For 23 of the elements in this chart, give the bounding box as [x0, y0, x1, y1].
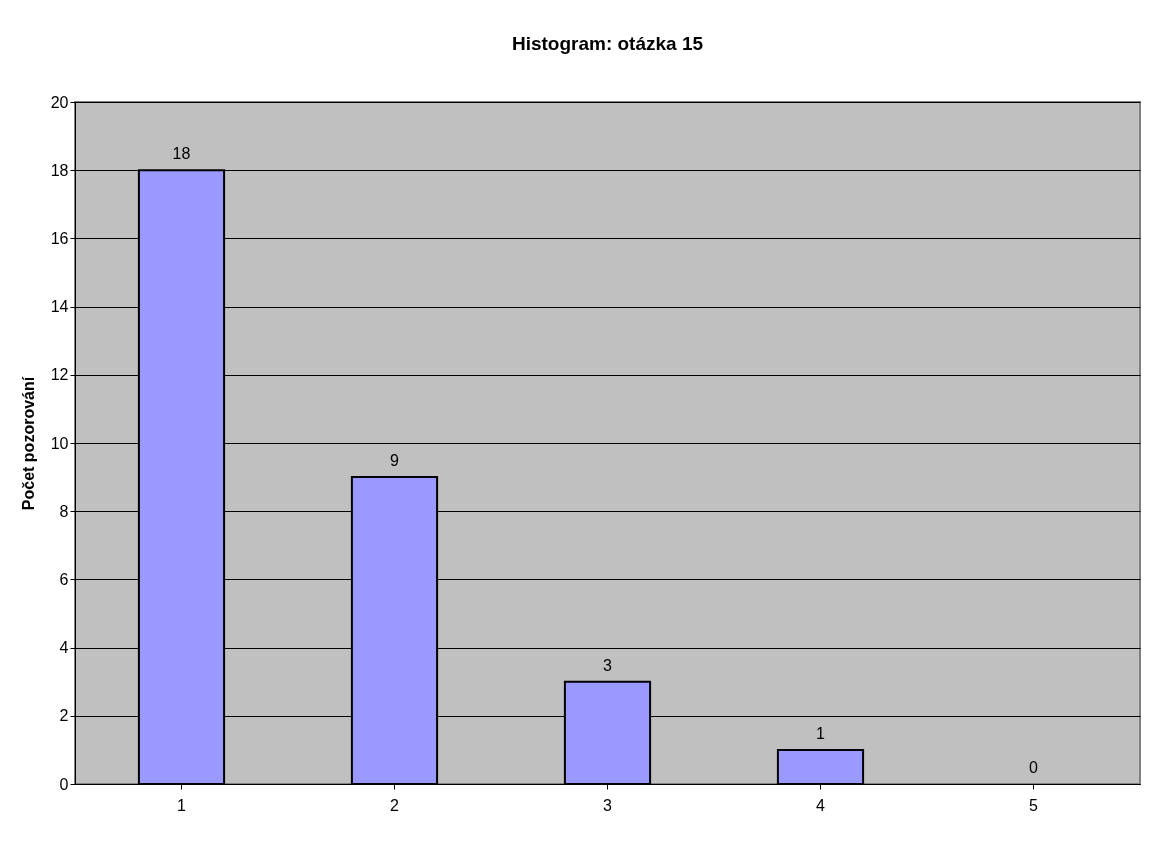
x-tick-label: 1	[177, 796, 187, 814]
y-tick-label: 12	[50, 366, 69, 384]
data-label: 0	[1029, 759, 1039, 776]
data-label: 18	[172, 145, 191, 163]
data-label: 3	[603, 656, 613, 674]
chart-title: Histogram: otázka 15	[511, 33, 704, 54]
y-tick-label: 14	[50, 298, 69, 316]
y-tick-label: 4	[59, 639, 69, 657]
y-tick-label: 0	[59, 775, 69, 793]
y-tick-label: 16	[50, 229, 69, 247]
y-axis-title: Počet pozorování	[19, 376, 37, 511]
x-tick-label: 3	[603, 796, 613, 814]
y-tick-label: 20	[50, 93, 69, 111]
y-tick-label: 10	[50, 434, 69, 452]
y-tick-label: 8	[59, 502, 69, 520]
y-tick-label: 18	[50, 161, 69, 179]
y-tick-label: 2	[59, 707, 69, 725]
x-tick-label: 2	[390, 796, 400, 814]
data-label: 9	[390, 452, 400, 470]
data-label: 1	[816, 724, 826, 742]
y-tick-label: 6	[59, 570, 69, 588]
x-tick-label: 5	[1029, 796, 1039, 814]
x-tick-label: 4	[816, 796, 826, 814]
